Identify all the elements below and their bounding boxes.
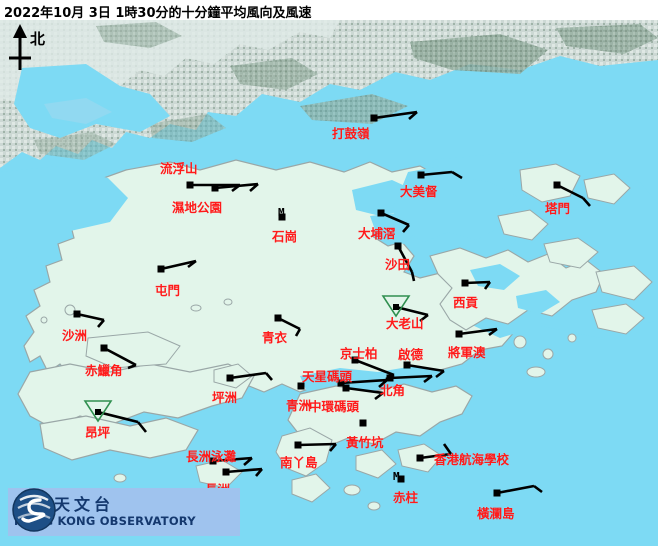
station-dot xyxy=(417,171,425,179)
station-label[interactable]: 青衣 xyxy=(262,330,288,345)
station-label[interactable]: 坪洲 xyxy=(212,390,238,405)
station-label[interactable]: 大埔滘 xyxy=(358,226,396,241)
station-dot xyxy=(211,184,219,192)
station-dot xyxy=(186,181,194,189)
station-label[interactable]: 石崗 xyxy=(272,229,298,244)
wind-barb xyxy=(464,280,492,290)
wind-barb xyxy=(212,456,253,466)
station-label[interactable]: 香港航海學校 xyxy=(434,452,510,467)
wind-barb xyxy=(97,410,148,433)
wind-barb xyxy=(76,312,105,328)
station-label[interactable]: 大老山 xyxy=(386,316,424,331)
station-label[interactable]: 天星碼頭 xyxy=(302,369,353,384)
wind-barb xyxy=(340,378,388,388)
wind-barb xyxy=(419,443,453,460)
map-geography xyxy=(0,20,658,546)
station-label[interactable]: 北角 xyxy=(380,383,406,398)
station-dot xyxy=(351,356,359,364)
wind-barb xyxy=(389,374,433,384)
station-label[interactable]: 流浮山 xyxy=(160,161,198,176)
station-dot xyxy=(73,310,81,318)
station-dot xyxy=(342,384,350,392)
station-label[interactable]: 赤柱 xyxy=(393,490,419,505)
station-label[interactable]: 濕地公園 xyxy=(172,200,223,215)
station-dot xyxy=(337,379,345,387)
station-dot xyxy=(278,213,286,221)
wind-barb xyxy=(496,484,543,495)
hko-logo: 香港天文台 HONG KONG OBSERVATORY xyxy=(8,488,240,536)
station-dot xyxy=(297,382,305,390)
logo-english-name: HONG KONG OBSERVATORY xyxy=(14,513,196,528)
station-dot xyxy=(209,457,217,465)
wind-barb xyxy=(373,110,418,120)
station-label[interactable]: 黃竹坑 xyxy=(346,435,384,450)
wind-barb xyxy=(458,327,498,337)
station-label[interactable]: 將軍澳 xyxy=(448,345,486,360)
wind-barb xyxy=(556,183,591,207)
station-label[interactable]: 南丫島 xyxy=(280,455,318,470)
wind-barb xyxy=(345,386,384,401)
anemometer-m-marker: M xyxy=(393,470,400,483)
station-dot xyxy=(377,209,385,217)
station-dot xyxy=(95,409,101,415)
wind-barb xyxy=(297,442,337,452)
station-label[interactable]: 打鼓嶺 xyxy=(332,126,370,141)
station-label[interactable]: 昂坪 xyxy=(85,425,111,440)
station-label[interactable]: 赤鱲角 xyxy=(85,363,123,378)
station-dot xyxy=(222,468,230,476)
station-label[interactable]: 沙洲 xyxy=(62,328,88,343)
station-dot xyxy=(157,265,165,273)
station-label[interactable]: 塔門 xyxy=(545,201,571,216)
wind-barb-layer xyxy=(73,110,591,497)
station-dot xyxy=(416,454,424,462)
anemometer-m-marker: M xyxy=(278,206,285,219)
page-title: 2022年10月 3日 1時30分的十分鐘平均風向及風速 xyxy=(4,6,312,21)
station-label[interactable]: 沙田 xyxy=(385,257,411,272)
north-label: 北 xyxy=(30,30,46,48)
hong-kong-wind-map: 打鼓嶺流浮山濕地公園 大美督塔門 M 石崗 大埔滘沙田屯門西貢沙洲 青衣 大老山赤鱲角 京士柏… xyxy=(0,20,658,546)
station-dot xyxy=(359,419,367,427)
station-label[interactable]: 中環碼頭 xyxy=(309,399,360,414)
station-dot xyxy=(461,279,469,287)
station-dot xyxy=(226,374,234,382)
station-label[interactable]: 橫瀾島 xyxy=(477,506,515,521)
title-bar: 2022年10月 3日 1時30分的十分鐘平均風向及風速 xyxy=(0,0,658,21)
station-label[interactable]: 青洲 xyxy=(286,398,312,413)
station-dot xyxy=(274,314,282,322)
wind-barb xyxy=(229,371,273,381)
station-marker-triangle xyxy=(381,295,411,318)
wind-barb xyxy=(160,259,197,271)
station-dot xyxy=(397,475,405,483)
station-label[interactable]: 京士柏 xyxy=(340,346,378,361)
station-dot xyxy=(294,441,302,449)
station-dot xyxy=(493,489,501,497)
wind-barb xyxy=(380,211,410,233)
station-label[interactable]: 長洲泳灘 xyxy=(186,449,237,464)
station-label[interactable]: 屯門 xyxy=(155,283,181,298)
station-dot xyxy=(393,304,399,310)
station-dot xyxy=(394,242,402,250)
wind-barb xyxy=(225,467,263,477)
station-label[interactable]: 啟德 xyxy=(398,347,424,362)
station-label[interactable]: 大美督 xyxy=(400,184,438,199)
station-dot xyxy=(370,114,378,122)
station-dot xyxy=(553,181,561,189)
station-dot xyxy=(455,330,463,338)
station-dot xyxy=(386,374,394,382)
station-dot xyxy=(100,344,108,352)
wind-barb xyxy=(406,363,445,379)
wind-barb xyxy=(214,182,259,192)
wind-barb xyxy=(420,170,463,180)
hko-emblem-icon xyxy=(12,488,56,532)
wind-barb xyxy=(277,316,302,337)
wind-barb xyxy=(396,245,416,282)
station-marker-triangle xyxy=(83,400,113,423)
north-arrow-icon xyxy=(9,24,31,70)
station-label[interactable]: 西貢 xyxy=(453,295,479,310)
station-dot xyxy=(403,361,411,369)
wind-barb xyxy=(103,346,137,370)
